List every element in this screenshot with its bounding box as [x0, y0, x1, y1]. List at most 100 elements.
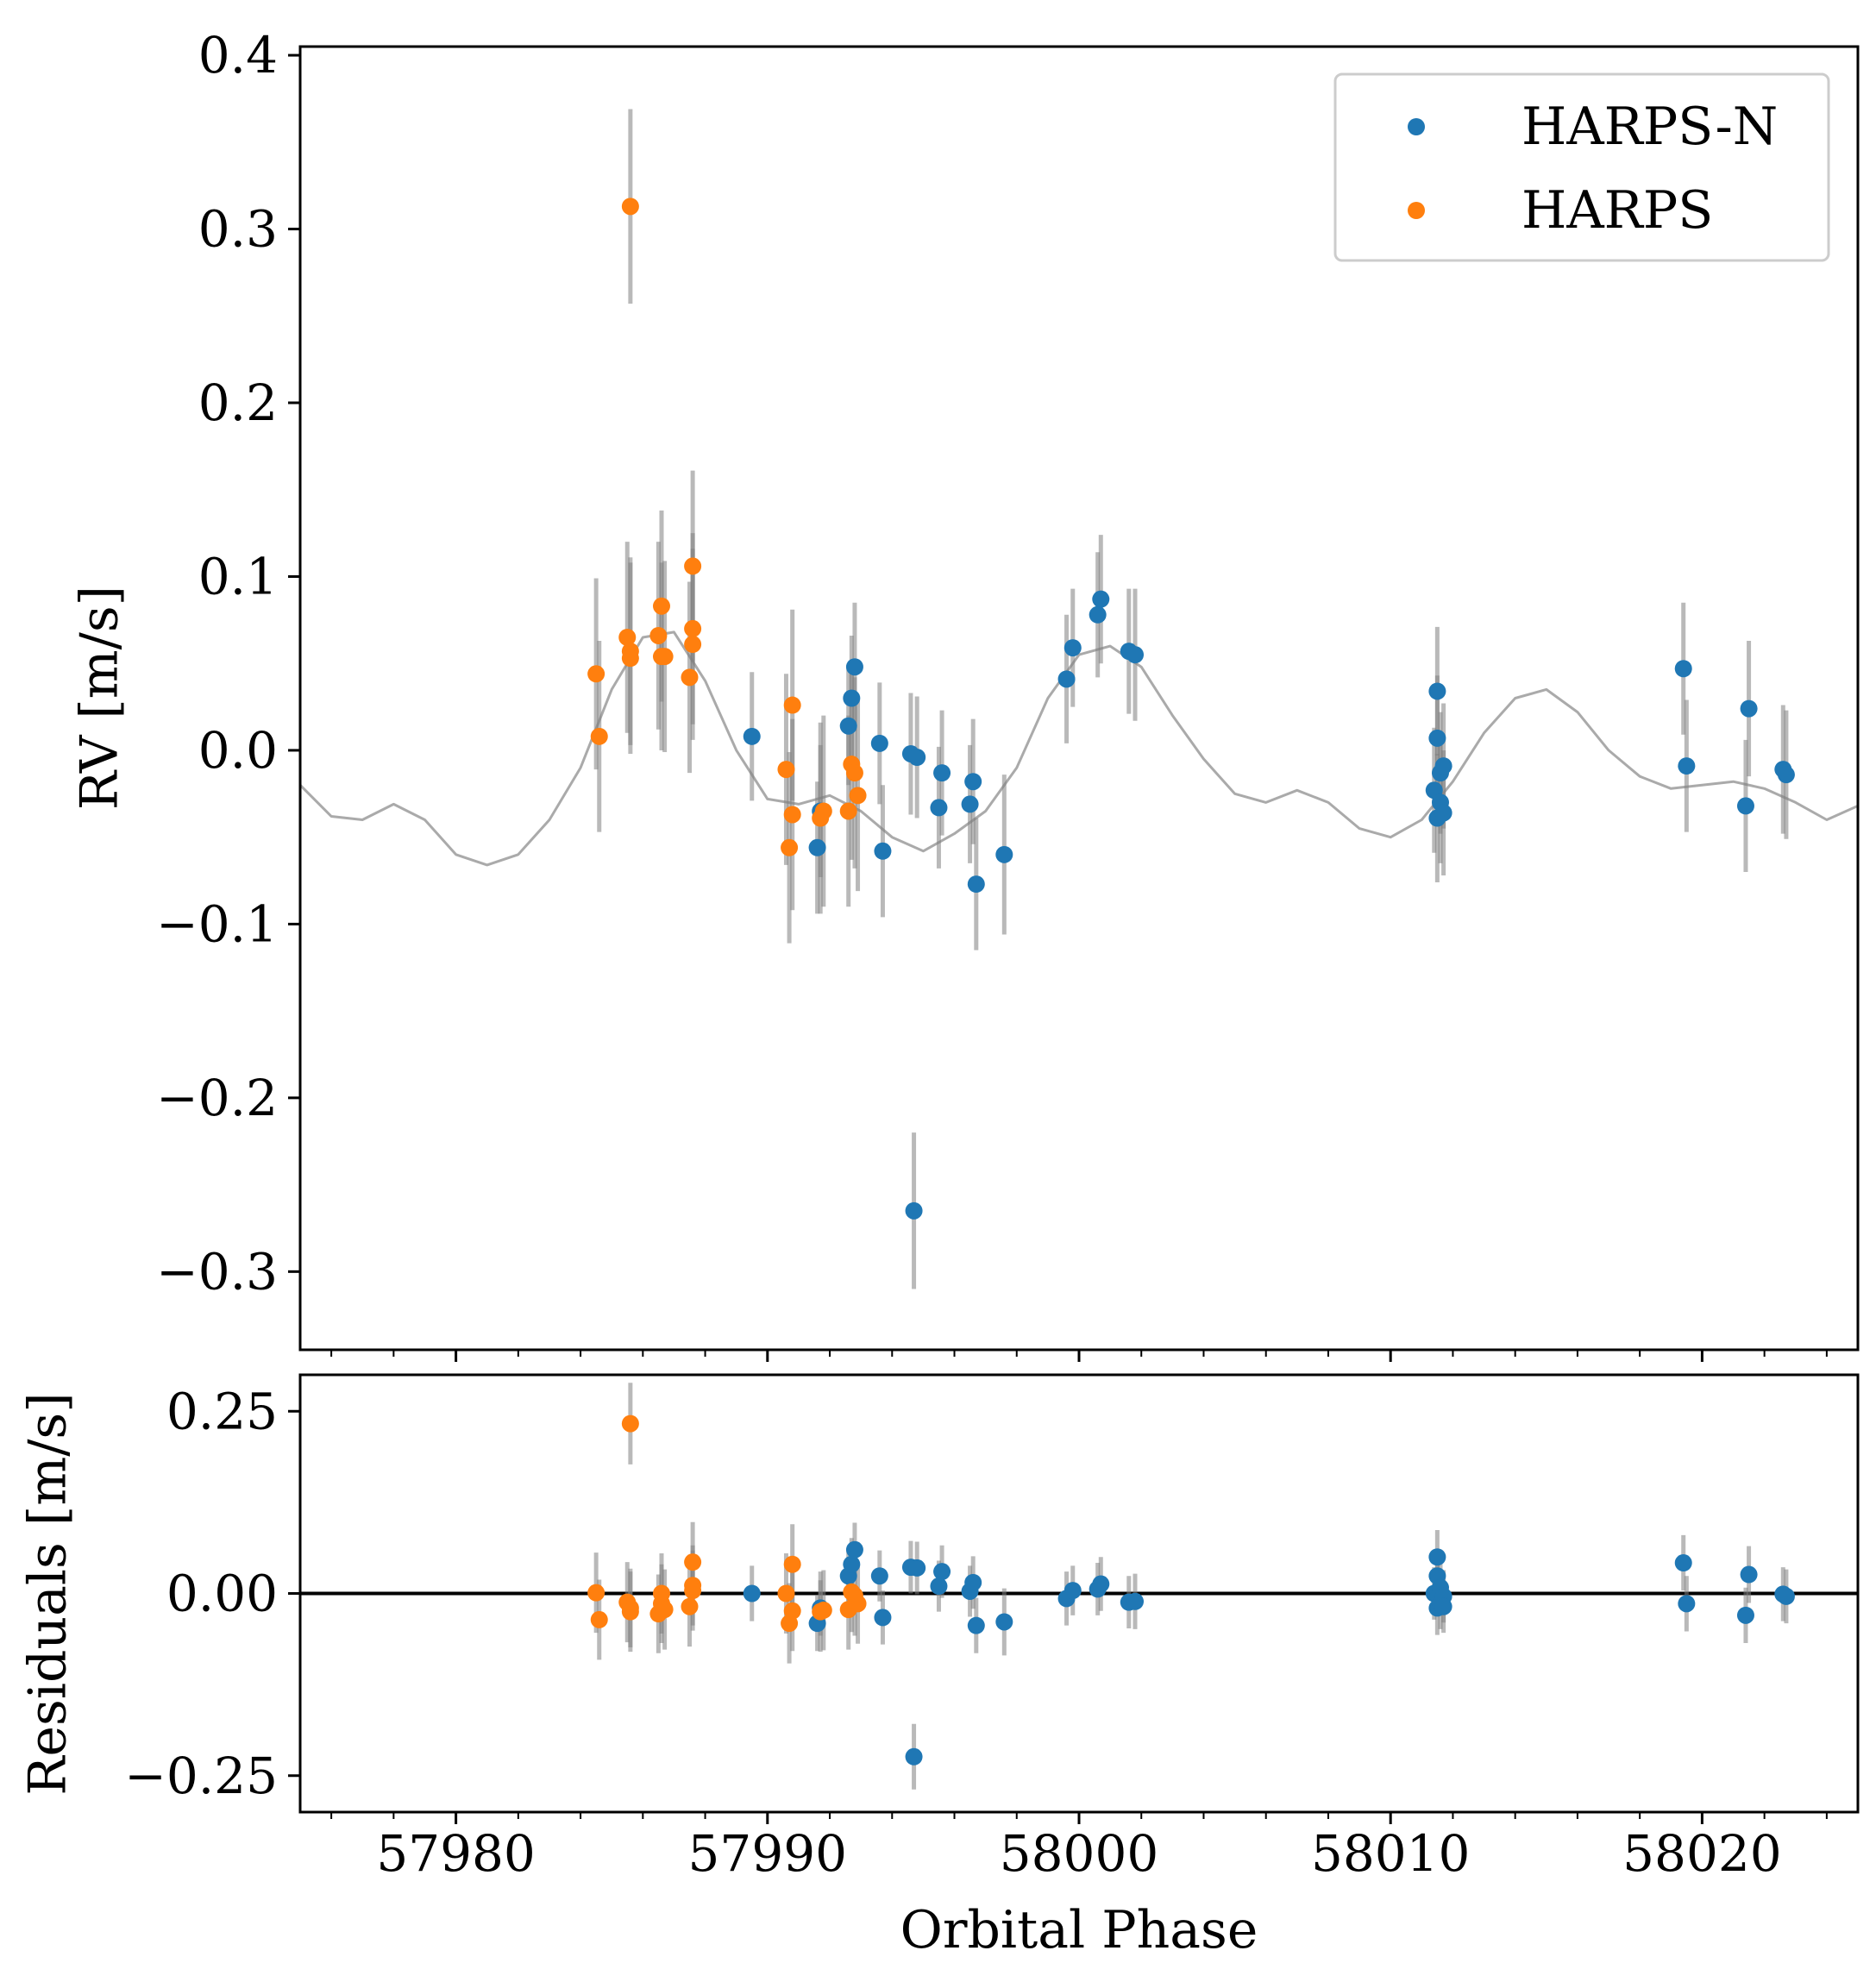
harps-n-point — [870, 734, 888, 752]
harps-n-point — [1434, 804, 1452, 822]
harps-n-point — [870, 1567, 888, 1585]
harps-n-point — [1092, 1575, 1110, 1593]
harps-point — [681, 1597, 699, 1615]
harps-n-point — [1089, 605, 1107, 624]
harps-n-point — [995, 845, 1013, 863]
legend-marker-harps — [1408, 202, 1425, 219]
harps-n-point — [1428, 729, 1446, 747]
rv-x-axis — [330, 1350, 1828, 1362]
residuals-y-axis: −0.25 0.00 0.25 — [124, 1382, 300, 1805]
harps-n-point — [845, 1540, 863, 1559]
harps-n-point — [1434, 1597, 1452, 1615]
harps-n-point — [1674, 660, 1692, 678]
harps-n-point — [967, 1616, 985, 1634]
x-tick-label: 58000 — [1000, 1824, 1159, 1883]
harps-n-point — [961, 795, 979, 813]
harps-point — [781, 838, 799, 856]
rv-y-tick-label: 0.3 — [198, 200, 278, 259]
harps-n-point — [1674, 1554, 1692, 1572]
harps-point — [621, 1603, 639, 1621]
rv-y-tick-label: −0.3 — [156, 1242, 278, 1301]
harps-point — [684, 1582, 702, 1600]
residuals-plot-area — [300, 1383, 1858, 1790]
harps-point — [777, 761, 795, 779]
harps-n-point — [808, 838, 826, 856]
rv-y-tick-label: −0.2 — [156, 1069, 278, 1127]
harps-n-point — [843, 1555, 861, 1573]
harps-n-point — [1678, 757, 1696, 775]
harps-n-point — [905, 1201, 923, 1220]
harps-point — [684, 1553, 702, 1571]
x-tick-label: 58020 — [1622, 1824, 1782, 1883]
residuals-x-axis: 57980 57990 58000 58010 58020 — [330, 1812, 1828, 1883]
harps-point — [590, 727, 608, 745]
harps-point — [814, 1601, 832, 1619]
rv-y-tick-label: 0.1 — [198, 547, 278, 605]
residuals-marks — [300, 1383, 1858, 1790]
harps-point — [783, 806, 801, 824]
harps-point — [621, 198, 639, 216]
harps-n-point — [908, 748, 926, 766]
harps-n-point — [1777, 766, 1795, 784]
harps-n-point — [1678, 1595, 1696, 1613]
harps-n-point — [967, 875, 985, 894]
rv-y-tick-label: 0.4 — [198, 26, 278, 85]
harps-point — [621, 649, 639, 668]
rv-plot-area — [300, 109, 1858, 1289]
harps-n-point — [908, 1559, 926, 1577]
harps-n-point — [874, 1609, 892, 1627]
harps-n-point — [839, 717, 857, 735]
harps-n-point — [933, 1563, 951, 1581]
harps-n-point — [1126, 1592, 1145, 1610]
harps-point — [684, 636, 702, 654]
harps-n-point — [1428, 682, 1446, 700]
rv-marks — [300, 109, 1858, 1289]
harps-point — [590, 1610, 608, 1628]
harps-point — [649, 626, 668, 644]
harps-point — [845, 764, 863, 782]
harps-point — [587, 1584, 605, 1602]
harps-n-point — [1434, 757, 1452, 775]
harps-point — [684, 557, 702, 575]
residuals-y-tick-label: 0.00 — [166, 1565, 278, 1623]
x-axis-label: Orbital Phase — [900, 1900, 1258, 1960]
harps-n-point — [964, 773, 982, 791]
residuals-y-tick-label: −0.25 — [124, 1747, 278, 1805]
rv-y-tick-label: 0.0 — [198, 721, 278, 780]
harps-n-point — [930, 1577, 948, 1596]
legend-label-harps-n: HARPS-N — [1522, 97, 1778, 157]
harps-n-point — [930, 799, 948, 817]
rv-y-tick-label: 0.2 — [198, 373, 278, 432]
harps-n-point — [933, 764, 951, 782]
harps-n-point — [964, 1573, 982, 1591]
x-tick-label: 57990 — [688, 1824, 848, 1883]
harps-point — [656, 648, 674, 666]
harps-point — [814, 802, 832, 820]
harps-n-point — [1736, 797, 1754, 815]
rv-y-tick-label: −0.1 — [156, 894, 278, 953]
rv-y-axis-label: RV [m/s] — [70, 586, 130, 810]
rv-panel: −0.3 −0.2 −0.1 0.0 0.1 0.2 0.3 0.4 RV [m/s] HAR… — [70, 26, 1860, 1362]
harps-point — [849, 1595, 867, 1613]
legend: HARPS-N HARPS — [1333, 72, 1830, 262]
harps-point — [849, 787, 867, 805]
harps-point — [783, 1602, 801, 1620]
residuals-panel: −0.250.000.25 57980 57990 58000 58010 58020 … — [18, 1373, 1860, 1960]
rv-y-axis: −0.3 −0.2 −0.1 0.0 0.1 0.2 0.3 0.4 — [156, 26, 300, 1301]
harps-n-point — [845, 658, 863, 676]
harps-point — [684, 619, 702, 637]
model-curve — [300, 630, 1858, 867]
harps-n-point — [1057, 670, 1076, 688]
legend-box — [1333, 72, 1830, 262]
harps-point — [783, 696, 801, 714]
harps-n-point — [905, 1747, 923, 1766]
harps-n-point — [1740, 699, 1758, 718]
harps-point — [783, 1555, 801, 1573]
harps-n-point — [874, 842, 892, 860]
residuals-y-tick-label: 0.25 — [166, 1382, 278, 1440]
harps-point — [587, 665, 605, 683]
x-tick-label: 58010 — [1311, 1824, 1471, 1883]
harps-n-point — [1740, 1565, 1758, 1584]
harps-point — [656, 1601, 674, 1619]
